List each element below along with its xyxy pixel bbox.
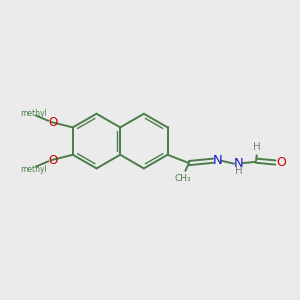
Text: methyl: methyl bbox=[20, 164, 47, 173]
Text: H: H bbox=[235, 167, 243, 176]
Text: CH₃: CH₃ bbox=[174, 174, 191, 183]
Text: N: N bbox=[213, 154, 222, 166]
Text: N: N bbox=[234, 157, 244, 169]
Text: H: H bbox=[254, 142, 261, 152]
Text: methyl: methyl bbox=[20, 109, 47, 118]
Text: O: O bbox=[276, 156, 286, 169]
Text: O: O bbox=[48, 154, 57, 166]
Text: O: O bbox=[48, 116, 57, 129]
